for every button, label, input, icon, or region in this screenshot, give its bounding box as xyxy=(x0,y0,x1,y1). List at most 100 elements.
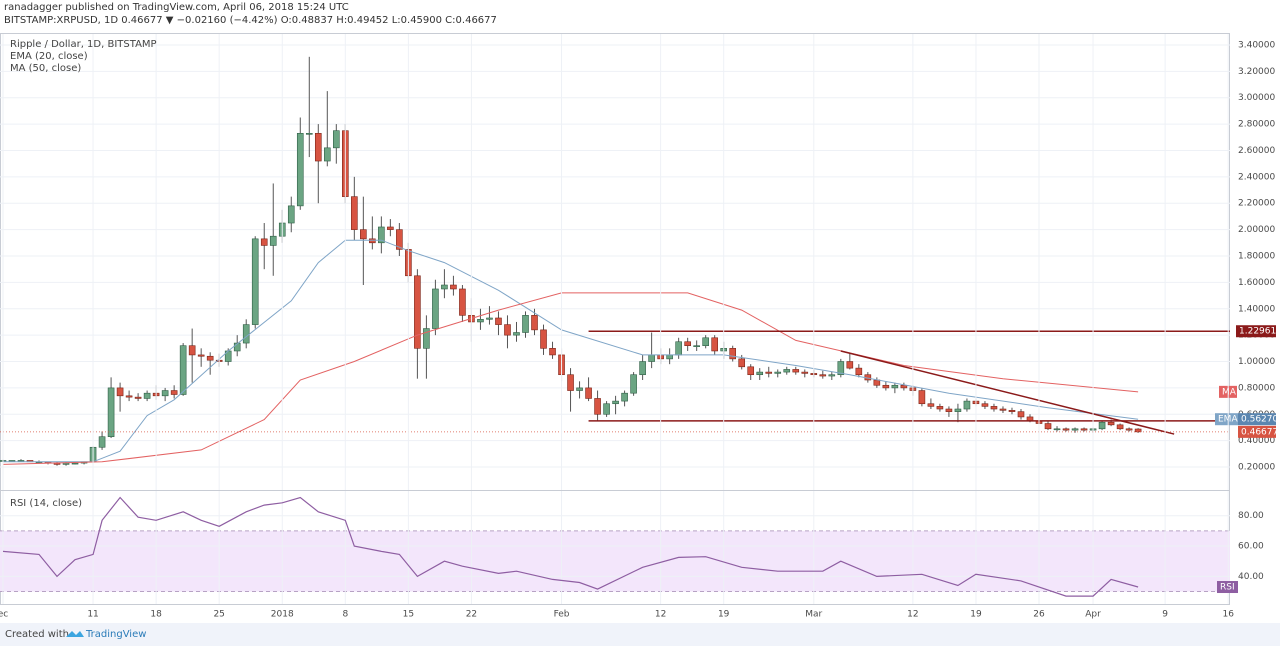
candle-body xyxy=(855,367,863,376)
plot-layer: 0.200000.400000.600000.800001.000001.200… xyxy=(0,34,1278,620)
candle-body xyxy=(360,229,367,240)
candle-body xyxy=(621,392,628,402)
candle-body xyxy=(1008,410,1016,412)
x-tick-label: 12 xyxy=(655,610,666,620)
candle-body xyxy=(675,341,682,356)
candle-body xyxy=(260,238,268,246)
legend-ema: EMA (20, close) xyxy=(10,51,88,62)
rsi-band xyxy=(0,530,1230,592)
axis-tag xyxy=(1215,413,1238,426)
candle-body xyxy=(648,354,655,362)
candle-body xyxy=(756,371,764,376)
candle-body xyxy=(143,392,151,399)
candle-body xyxy=(666,354,673,360)
candle-body xyxy=(540,329,547,349)
candle-body xyxy=(918,390,926,405)
axis-tag-label: 0.56270 xyxy=(1241,415,1278,425)
candle-body xyxy=(477,319,484,323)
y-tick-label: 2.00000 xyxy=(1238,225,1275,235)
x-tick-label: 15 xyxy=(403,610,414,620)
y-tick-label: 3.00000 xyxy=(1238,93,1275,103)
axis-tag xyxy=(1236,325,1276,338)
candle-body xyxy=(549,348,556,356)
y-tick-label: 2.60000 xyxy=(1238,146,1275,156)
candle-body xyxy=(450,284,457,290)
x-tick-label: Feb xyxy=(554,610,570,620)
symbol-line: BITSTAMP:XRPUSD, 1D 0.46677 ▼ −0.02160 (… xyxy=(4,15,497,26)
candle-body xyxy=(387,226,394,230)
candle-body xyxy=(729,348,737,360)
y-tick-label: 3.40000 xyxy=(1238,40,1275,50)
candle-body xyxy=(990,406,998,410)
candle-body xyxy=(179,345,187,395)
author-line: ranadagger published on TradingView.com,… xyxy=(4,2,349,13)
candle-body xyxy=(323,147,331,162)
axis-tag xyxy=(1217,581,1238,594)
candle-body xyxy=(963,400,971,410)
candle-body xyxy=(828,374,836,377)
legend-ma: MA (50, close) xyxy=(10,63,81,74)
candle-body xyxy=(792,369,800,373)
candle-body xyxy=(837,361,845,376)
candle-body xyxy=(567,374,574,391)
axis-tag-label: MA xyxy=(1222,387,1237,397)
candle-body xyxy=(612,400,619,405)
footer-brand[interactable]: TradingView xyxy=(85,629,146,640)
candle-body xyxy=(1116,424,1124,430)
rsi-title: RSI (14, close) xyxy=(10,498,82,509)
candle-body xyxy=(873,379,881,386)
candle-body xyxy=(351,196,358,230)
candle-body xyxy=(432,288,439,329)
candle-body xyxy=(125,395,133,398)
candle-body xyxy=(1134,428,1142,433)
candle-body xyxy=(71,462,79,465)
candle-body xyxy=(188,345,196,356)
candle-body xyxy=(495,317,502,325)
y-tick-label: 1.00000 xyxy=(1238,357,1275,367)
candle-body xyxy=(287,205,295,224)
candle-body xyxy=(170,390,178,395)
x-tick-label: 11 xyxy=(87,610,98,620)
x-tick-label: 22 xyxy=(466,610,477,620)
brand-logo xyxy=(66,631,84,637)
axis-tag-label: 0.46677 xyxy=(1241,427,1278,437)
candle-body xyxy=(206,355,214,361)
candle-body xyxy=(134,396,142,399)
candle-body xyxy=(738,358,746,368)
candle-body xyxy=(531,315,538,331)
candle-body xyxy=(999,408,1007,411)
candle-body xyxy=(504,324,511,336)
y-tick-label: 40.00 xyxy=(1238,572,1264,582)
candle-body xyxy=(954,408,962,412)
x-tick-label: 9 xyxy=(1162,610,1168,620)
candle-body xyxy=(1044,423,1052,430)
y-tick-label: 3.20000 xyxy=(1238,67,1275,77)
candle-body xyxy=(801,371,809,374)
candle-body xyxy=(1098,421,1106,430)
line-series xyxy=(2,496,1139,597)
candle-body xyxy=(98,436,106,448)
x-tick-label: 16 xyxy=(1222,610,1234,620)
candle-body xyxy=(269,235,277,246)
y-tick-label: 1.60000 xyxy=(1238,278,1275,288)
candle-body xyxy=(296,133,304,207)
candle-body xyxy=(522,315,529,333)
axis-tag-label: 1.22961 xyxy=(1239,327,1276,337)
trend-line xyxy=(840,350,1175,435)
candle-body xyxy=(459,288,466,316)
candle-body xyxy=(161,390,169,397)
candle-body xyxy=(936,406,944,410)
y-tick-label: 2.80000 xyxy=(1238,120,1275,130)
candle-body xyxy=(486,317,493,320)
y-tick-label: 60.00 xyxy=(1238,542,1264,552)
candle-body xyxy=(305,133,313,135)
candle-body xyxy=(251,238,259,325)
candle-body xyxy=(396,229,403,250)
candle-body xyxy=(603,403,610,415)
candle-body xyxy=(116,387,124,397)
panel-border xyxy=(0,33,1230,605)
candle-body xyxy=(765,371,773,374)
candle-body xyxy=(1125,428,1133,431)
candle-body xyxy=(369,238,376,244)
